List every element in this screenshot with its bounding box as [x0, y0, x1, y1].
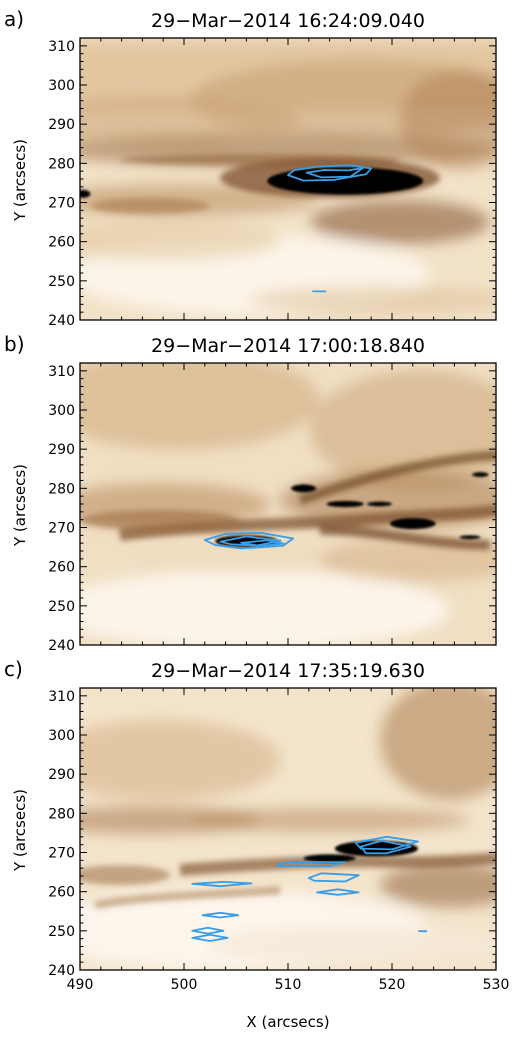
- y-tick-label-a-270: 270: [48, 196, 75, 212]
- dark-region-a-2: [80, 189, 91, 198]
- panel-label-b: b): [4, 332, 25, 356]
- y-tick-label-c-270: 270: [48, 846, 75, 862]
- y-tick-label-b-300: 300: [48, 403, 75, 419]
- y-tick-label-a-240: 240: [48, 313, 75, 329]
- panel-title-b: 29−Mar−2014 17:00:18.840: [151, 335, 425, 357]
- x-tick-label-c-490: 490: [67, 977, 94, 993]
- contour-b-2: [219, 535, 282, 547]
- y-tick-label-a-250: 250: [48, 274, 75, 290]
- dark-region-c-2: [303, 854, 356, 863]
- y-tick-label-c-300: 300: [48, 728, 75, 744]
- contour-c-4: [307, 872, 360, 883]
- contour-c-5: [316, 888, 360, 896]
- y-tick-label-b-250: 250: [48, 599, 75, 615]
- contour-a-1: [287, 164, 373, 182]
- y-tick-label-b-240: 240: [48, 638, 75, 654]
- y-tick-label-b-280: 280: [48, 481, 75, 497]
- y-tick-label-a-260: 260: [48, 235, 75, 251]
- dark-region-b-5: [291, 484, 317, 493]
- y-tick-label-b-260: 260: [48, 560, 75, 576]
- panel-label-a: a): [4, 7, 24, 31]
- x-tick-label-c-500: 500: [171, 977, 198, 993]
- dark-region-a-1: [267, 167, 424, 195]
- dark-region-b-6: [459, 535, 481, 540]
- y-axis-label-a: Y (arcsecs): [11, 139, 29, 222]
- y-tick-label-c-280: 280: [48, 806, 75, 822]
- panel-label-c: c): [4, 657, 23, 681]
- y-tick-label-c-310: 310: [48, 689, 75, 705]
- panel-a: a) 29−Mar−2014 16:24:09.040: [4, 7, 497, 329]
- y-tick-label-b-270: 270: [48, 521, 75, 537]
- contour-c-3: [276, 861, 347, 868]
- y-tick-label-b-310: 310: [48, 364, 75, 380]
- contour-c-6: [191, 881, 253, 888]
- x-tick-label-c-520: 520: [379, 977, 406, 993]
- panel-c: c) 29−Mar−2014 17:35:19.630 240 250 260: [4, 657, 510, 1031]
- solar-image-c: [80, 688, 496, 970]
- contour-b-3: [240, 539, 285, 547]
- y-tick-label-c-290: 290: [48, 767, 75, 783]
- y-axis-label-b: Y (arcsecs): [11, 464, 29, 547]
- contour-c-8: [191, 926, 225, 935]
- dark-region-b-3: [326, 500, 364, 508]
- solar-image-a: [80, 38, 496, 320]
- contour-b-1: [203, 532, 295, 550]
- x-axis-label: X (arcsecs): [246, 1013, 329, 1031]
- y-tick-label-a-300: 300: [48, 78, 75, 94]
- y-tick-label-c-260: 260: [48, 885, 75, 901]
- y-tick-label-b-290: 290: [48, 442, 75, 458]
- y-tick-label-c-240: 240: [48, 963, 75, 979]
- x-tick-label-c-510: 510: [275, 977, 302, 993]
- y-tick-label-a-310: 310: [48, 39, 75, 55]
- dark-region-b-2: [389, 518, 436, 530]
- y-tick-label-c-250: 250: [48, 924, 75, 940]
- y-tick-label-a-290: 290: [48, 117, 75, 133]
- dark-region-b-7: [472, 472, 489, 477]
- panel-title-a: 29−Mar−2014 16:24:09.040: [151, 10, 425, 32]
- contour-c-9: [191, 933, 229, 942]
- contour-c-2: [359, 839, 412, 855]
- contour-a-2: [305, 167, 364, 179]
- dark-region-b-4: [367, 501, 392, 507]
- panel-b: b) 29−Mar−2014 17:00:18.840: [4, 332, 497, 654]
- contour-c-7: [201, 911, 240, 919]
- solar-image-b: [80, 363, 496, 645]
- y-axis-label-c: Y (arcsecs): [11, 789, 29, 872]
- y-tick-label-a-280: 280: [48, 156, 75, 172]
- x-tick-label-c-530: 530: [483, 977, 510, 993]
- panel-title-c: 29−Mar−2014 17:35:19.630: [151, 660, 425, 682]
